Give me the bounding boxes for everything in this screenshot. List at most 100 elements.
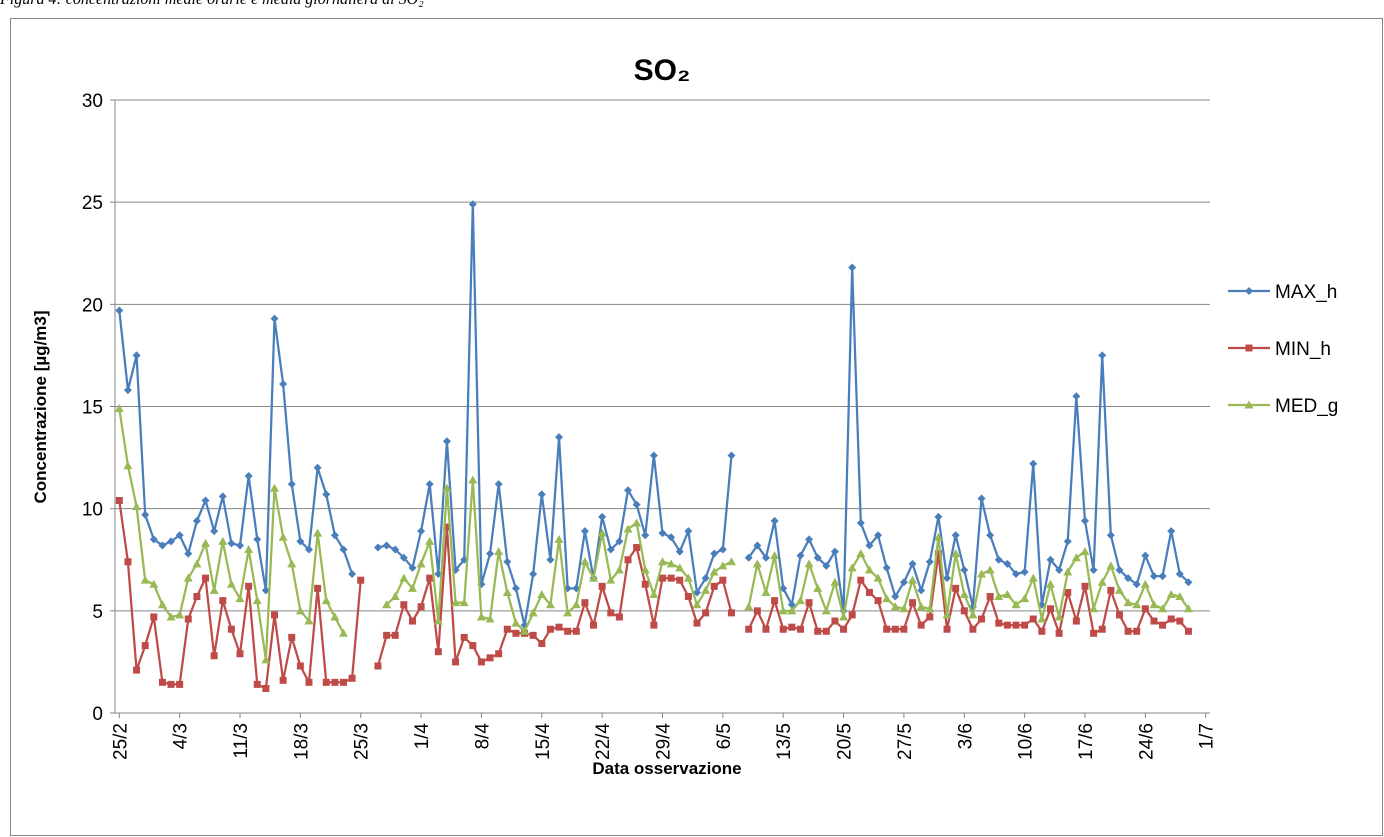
point — [305, 678, 313, 686]
point — [865, 541, 874, 550]
point — [624, 556, 632, 564]
point — [322, 678, 330, 686]
point — [1038, 627, 1046, 635]
point — [572, 627, 580, 635]
point — [960, 607, 968, 615]
point — [795, 596, 805, 605]
point — [399, 573, 409, 582]
point — [847, 563, 857, 572]
point — [373, 543, 382, 552]
point — [667, 533, 676, 542]
point — [348, 570, 357, 579]
point — [1090, 629, 1098, 637]
point — [502, 587, 512, 596]
point — [1184, 578, 1193, 587]
point — [658, 557, 667, 566]
point — [917, 586, 926, 595]
point — [304, 616, 314, 625]
point — [589, 573, 599, 582]
point — [718, 545, 727, 554]
point — [933, 532, 943, 541]
point — [1115, 611, 1123, 619]
point — [382, 600, 392, 609]
point — [771, 597, 779, 605]
point — [761, 553, 770, 562]
y-tick-label: 20 — [82, 295, 103, 316]
point — [796, 625, 804, 633]
point — [726, 557, 736, 566]
point — [753, 541, 762, 550]
point — [701, 574, 710, 583]
point — [752, 559, 762, 568]
point — [132, 351, 141, 360]
point — [598, 512, 607, 521]
point — [899, 578, 908, 587]
point — [304, 545, 313, 554]
point — [253, 535, 262, 544]
point — [261, 586, 270, 595]
point — [1046, 605, 1054, 613]
point — [331, 678, 339, 686]
point — [537, 589, 547, 598]
point — [529, 631, 537, 639]
point — [925, 604, 935, 613]
point — [400, 601, 408, 609]
point — [486, 654, 494, 662]
point — [270, 483, 280, 492]
point — [1020, 568, 1029, 577]
legend-marker — [1245, 287, 1253, 295]
point — [580, 557, 590, 566]
point — [814, 627, 822, 635]
point — [546, 555, 555, 564]
point — [1080, 547, 1090, 556]
point — [486, 549, 495, 558]
point — [770, 516, 779, 525]
point — [218, 492, 227, 501]
point — [986, 531, 995, 540]
point — [270, 314, 279, 323]
point — [649, 589, 659, 598]
point — [140, 575, 150, 584]
point — [279, 676, 287, 684]
point — [123, 386, 132, 395]
point — [598, 582, 606, 590]
point — [1150, 617, 1158, 625]
point — [278, 532, 288, 541]
point — [1115, 565, 1124, 574]
point — [399, 553, 408, 562]
point — [1072, 392, 1081, 401]
point — [1167, 527, 1176, 536]
point — [848, 611, 856, 619]
point — [1002, 589, 1012, 598]
point — [804, 559, 814, 568]
point — [520, 626, 530, 635]
point — [693, 619, 701, 627]
point — [1072, 617, 1080, 625]
point — [709, 567, 719, 576]
point — [374, 662, 382, 670]
point — [529, 570, 538, 579]
point — [1003, 559, 1012, 568]
point — [1081, 582, 1089, 590]
point — [554, 534, 564, 543]
point — [313, 528, 323, 537]
point — [262, 684, 270, 692]
point — [123, 461, 133, 470]
point — [951, 531, 960, 540]
legend-label: MED_g — [1275, 396, 1338, 417]
point — [124, 558, 132, 566]
x-tick-label: 1/7 — [1197, 723, 1218, 749]
point — [1003, 621, 1011, 629]
point — [683, 573, 693, 582]
point — [253, 680, 261, 688]
point — [338, 628, 348, 637]
point — [597, 528, 607, 537]
point — [856, 549, 866, 558]
point — [1149, 572, 1158, 581]
point — [770, 551, 780, 560]
point — [641, 531, 650, 540]
point — [279, 380, 288, 389]
x-tick-label: 25/3 — [352, 723, 373, 760]
point — [167, 537, 176, 546]
point — [744, 553, 753, 562]
